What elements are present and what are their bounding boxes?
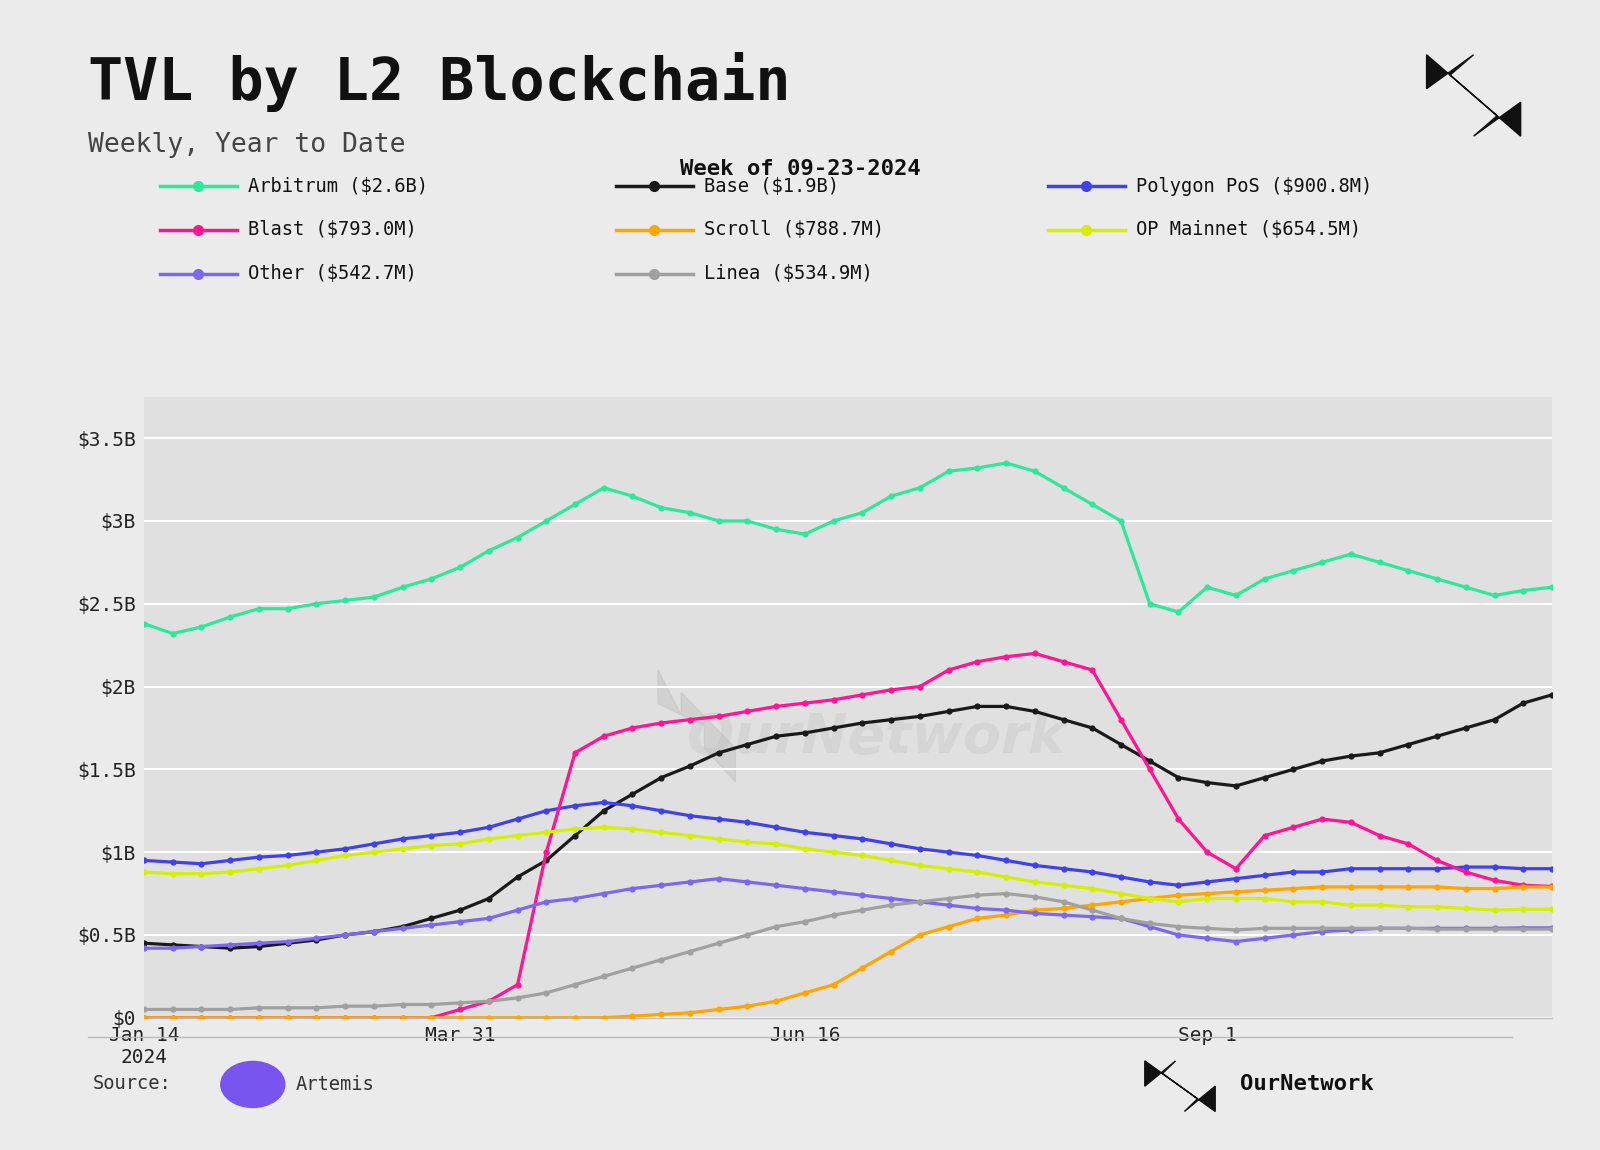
Text: OP Mainnet ($654.5M): OP Mainnet ($654.5M)	[1136, 221, 1362, 239]
Text: Week of 09-23-2024: Week of 09-23-2024	[680, 159, 920, 178]
Text: Arbitrum ($2.6B): Arbitrum ($2.6B)	[248, 177, 429, 196]
Text: OurNetwork: OurNetwork	[1240, 1074, 1374, 1095]
Text: a: a	[246, 1075, 259, 1094]
Polygon shape	[1427, 55, 1520, 136]
Text: Blast ($793.0M): Blast ($793.0M)	[248, 221, 416, 239]
Text: Source:: Source:	[93, 1074, 171, 1092]
Text: Base ($1.9B): Base ($1.9B)	[704, 177, 838, 196]
Text: Weekly, Year to Date: Weekly, Year to Date	[88, 132, 405, 159]
Text: TVL by L2 Blockchain: TVL by L2 Blockchain	[88, 52, 790, 112]
Text: Linea ($534.9M): Linea ($534.9M)	[704, 264, 872, 283]
Text: Artemis: Artemis	[296, 1075, 374, 1094]
Polygon shape	[658, 670, 736, 782]
Text: OurNetwork: OurNetwork	[686, 712, 1066, 765]
Text: Other ($542.7M): Other ($542.7M)	[248, 264, 416, 283]
Text: Scroll ($788.7M): Scroll ($788.7M)	[704, 221, 883, 239]
Text: Polygon PoS ($900.8M): Polygon PoS ($900.8M)	[1136, 177, 1373, 196]
Polygon shape	[1146, 1060, 1216, 1111]
